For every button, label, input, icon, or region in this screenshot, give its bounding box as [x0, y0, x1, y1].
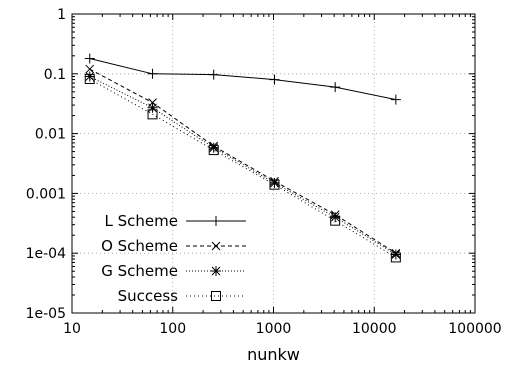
square-marker: [211, 291, 221, 301]
x-tick-label: 100000: [448, 321, 501, 337]
legend-label: Success: [118, 287, 179, 305]
plus-marker: [390, 94, 401, 105]
square-marker: [84, 73, 95, 84]
legend-label: G Scheme: [101, 262, 178, 280]
y-tick-label: 0.1: [44, 67, 66, 83]
square-marker: [269, 179, 280, 190]
legend-item: L Scheme: [105, 212, 246, 230]
plus-marker: [211, 216, 221, 226]
star-marker: [390, 249, 401, 260]
star-marker: [208, 142, 219, 153]
plus-marker: [147, 68, 158, 79]
plus-marker: [269, 74, 280, 85]
series-line: [89, 58, 397, 101]
plus-marker: [208, 69, 219, 80]
legend: L Scheme O Scheme G Scheme Success: [101, 212, 246, 305]
square-marker: [390, 252, 401, 263]
star-marker: [330, 212, 341, 223]
square-marker: [147, 109, 158, 120]
series-g-scheme: [84, 71, 401, 260]
plus-marker: [84, 53, 95, 64]
series-success: [84, 73, 401, 263]
y-tick-label: 1e-05: [26, 306, 66, 322]
square-marker: [330, 215, 341, 226]
series-line: [89, 78, 397, 258]
legend-label: O Scheme: [101, 237, 178, 255]
star-marker: [269, 177, 280, 188]
series-line: [89, 68, 397, 254]
y-tick-label: 1e-04: [26, 246, 66, 262]
cross-marker: [211, 241, 221, 251]
y-tick-label: 0.001: [26, 186, 66, 202]
star-marker: [211, 266, 221, 276]
x-tick-label: 100: [159, 321, 186, 337]
x-tick-label: 10: [63, 321, 81, 337]
x-tick-label: 1000: [256, 321, 292, 337]
axis-ticks: 10 100 1000 10000 100000 1e-05 1e-04 0.001 0.01 0…: [26, 7, 502, 337]
legend-item: Success: [118, 287, 246, 305]
legend-label: L Scheme: [105, 212, 178, 230]
plus-marker: [330, 82, 341, 93]
star-marker: [84, 71, 95, 82]
square-marker: [208, 145, 219, 156]
x-tick-label: 10000: [352, 321, 397, 337]
legend-item: G Scheme: [101, 262, 246, 280]
x-axis-label: nunkw: [247, 345, 300, 364]
y-tick-label: 1: [57, 7, 66, 23]
y-tick-label: 0.01: [35, 127, 66, 143]
series-l-scheme: [84, 53, 401, 105]
cross-marker: [85, 64, 95, 74]
legend-item: O Scheme: [101, 237, 246, 255]
series-layer: [84, 53, 401, 263]
star-marker: [147, 102, 158, 113]
